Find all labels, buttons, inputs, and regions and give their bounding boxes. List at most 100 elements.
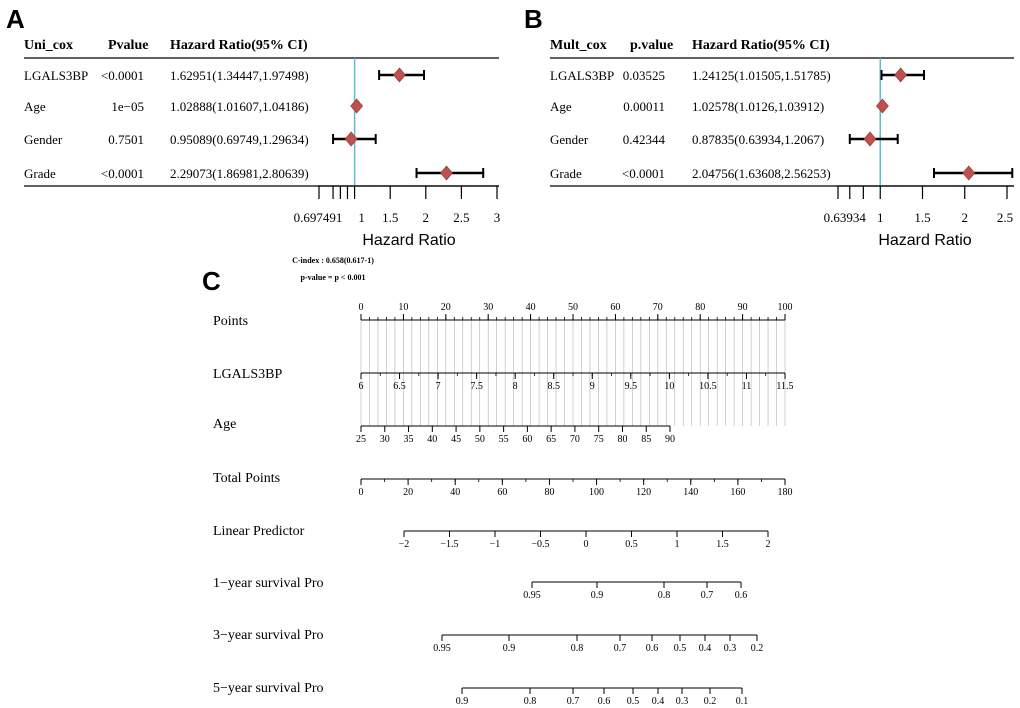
tick-label: 0.9 bbox=[503, 643, 516, 654]
tick-label: 50 bbox=[568, 302, 578, 313]
row-hazard-ratio: 0.87835(0.63934,1.2067) bbox=[692, 132, 824, 147]
tick-label: 160 bbox=[730, 487, 745, 498]
hr-point bbox=[962, 165, 976, 181]
tick-label: 70 bbox=[653, 302, 663, 313]
row-variable: Age bbox=[550, 99, 572, 114]
tick-label: 0.6 bbox=[646, 643, 659, 654]
x-tick-label: 0.63934 bbox=[824, 210, 867, 225]
tick-label: −1 bbox=[490, 539, 501, 550]
tick-label: 0 bbox=[359, 302, 364, 313]
tick-label: 30 bbox=[380, 434, 390, 445]
tick-label: 0 bbox=[359, 487, 364, 498]
hr-point bbox=[350, 98, 364, 114]
row-variable: Grade bbox=[24, 166, 56, 181]
column-header: Mult_cox bbox=[550, 38, 607, 53]
row-variable: Grade bbox=[550, 166, 582, 181]
row-hazard-ratio: 1.24125(1.01505,1.51785) bbox=[692, 68, 831, 83]
tick-label: 11 bbox=[742, 381, 752, 392]
scale-name: Points bbox=[213, 314, 248, 329]
row-hazard-ratio: 0.95089(0.69749,1.29634) bbox=[170, 132, 309, 147]
tick-label: 65 bbox=[546, 434, 556, 445]
tick-label: 7.5 bbox=[470, 381, 483, 392]
tick-label: 20 bbox=[441, 302, 451, 313]
tick-label: 0.1 bbox=[736, 696, 749, 707]
tick-label: 0.9 bbox=[591, 590, 604, 601]
forest-plot-multivariate: Mult_cox p.value Hazard Ratio(95% CI) LGAL… bbox=[550, 38, 1014, 249]
row-pvalue: 0.42344 bbox=[623, 132, 666, 147]
tick-label: 10 bbox=[398, 302, 408, 313]
x-tick-label: 0.697491 bbox=[294, 210, 343, 225]
tick-label: 0.5 bbox=[625, 539, 638, 550]
tick-label: 40 bbox=[427, 434, 437, 445]
nomogram: C-index : 0.658(0.617-1) p-value = p < 0… bbox=[213, 256, 794, 707]
scale-name: Linear Predictor bbox=[213, 524, 305, 539]
tick-label: 55 bbox=[499, 434, 509, 445]
tick-label: 0.2 bbox=[751, 643, 764, 654]
column-header: Hazard Ratio(95% CI) bbox=[170, 38, 308, 53]
x-axis-label: Hazard Ratio bbox=[878, 232, 971, 249]
scale-name: Age bbox=[213, 417, 236, 432]
tick-label: 70 bbox=[570, 434, 580, 445]
panel-label-a: A bbox=[6, 4, 25, 34]
tick-label: 60 bbox=[497, 487, 507, 498]
tick-label: 60 bbox=[610, 302, 620, 313]
forest-plot-univariate: Uni_cox Pvalue Hazard Ratio(95% CI) LGALS3… bbox=[24, 38, 500, 249]
tick-label: 40 bbox=[450, 487, 460, 498]
tick-label: 0.3 bbox=[676, 696, 689, 707]
tick-label: 0.6 bbox=[598, 696, 611, 707]
tick-label: 85 bbox=[641, 434, 651, 445]
tick-label: 2 bbox=[766, 539, 771, 550]
hr-point bbox=[894, 67, 908, 83]
row-variable: LGALS3BP bbox=[24, 68, 88, 83]
column-header: Pvalue bbox=[108, 38, 148, 53]
x-tick-label: 2.5 bbox=[453, 210, 469, 225]
p-value-annotation: p-value = p < 0.001 bbox=[301, 273, 366, 282]
row-pvalue: <0.0001 bbox=[101, 68, 144, 83]
column-header: Hazard Ratio(95% CI) bbox=[692, 38, 830, 53]
hr-point bbox=[876, 98, 889, 114]
tick-label: 6 bbox=[359, 381, 364, 392]
tick-label: 0.95 bbox=[433, 643, 451, 654]
x-tick-label: 1 bbox=[877, 210, 884, 225]
tick-label: −2 bbox=[399, 539, 410, 550]
row-pvalue: 0.00011 bbox=[623, 99, 665, 114]
tick-label: 100 bbox=[778, 302, 793, 313]
row-pvalue: 1e−05 bbox=[111, 99, 144, 114]
tick-label: 25 bbox=[356, 434, 366, 445]
scale-name: Total Points bbox=[213, 471, 280, 486]
tick-label: 80 bbox=[695, 302, 705, 313]
scale-name: 3−year survival Pro bbox=[213, 628, 324, 643]
hr-point bbox=[344, 131, 358, 147]
row-pvalue: <0.0001 bbox=[101, 166, 144, 181]
tick-label: −1.5 bbox=[440, 539, 458, 550]
tick-label: 40 bbox=[526, 302, 536, 313]
tick-label: −0.5 bbox=[531, 539, 549, 550]
tick-label: 30 bbox=[483, 302, 493, 313]
tick-label: 0.5 bbox=[674, 643, 687, 654]
x-tick-label: 1.5 bbox=[382, 210, 398, 225]
x-tick-label: 1 bbox=[358, 210, 365, 225]
tick-label: 0.4 bbox=[652, 696, 665, 707]
tick-label: 0.9 bbox=[456, 696, 469, 707]
tick-label: 10 bbox=[664, 381, 674, 392]
tick-label: 0.95 bbox=[523, 590, 541, 601]
hr-point bbox=[393, 67, 406, 83]
column-header: p.value bbox=[630, 38, 673, 53]
tick-label: 45 bbox=[451, 434, 461, 445]
row-variable: Gender bbox=[550, 132, 589, 147]
row-hazard-ratio: 2.29073(1.86981,2.80639) bbox=[170, 166, 309, 181]
row-variable: Gender bbox=[24, 132, 63, 147]
x-tick-label: 2 bbox=[423, 210, 430, 225]
tick-label: 50 bbox=[475, 434, 485, 445]
tick-label: 80 bbox=[544, 487, 554, 498]
tick-label: 8.5 bbox=[547, 381, 560, 392]
tick-label: 0.8 bbox=[524, 696, 537, 707]
tick-label: 0.8 bbox=[571, 643, 584, 654]
tick-label: 0.7 bbox=[567, 696, 580, 707]
tick-label: 100 bbox=[589, 487, 604, 498]
tick-label: 80 bbox=[617, 434, 627, 445]
c-index-annotation: C-index : 0.658(0.617-1) bbox=[292, 256, 374, 265]
tick-label: 90 bbox=[738, 302, 748, 313]
tick-label: 60 bbox=[522, 434, 532, 445]
tick-label: 0.4 bbox=[699, 643, 712, 654]
